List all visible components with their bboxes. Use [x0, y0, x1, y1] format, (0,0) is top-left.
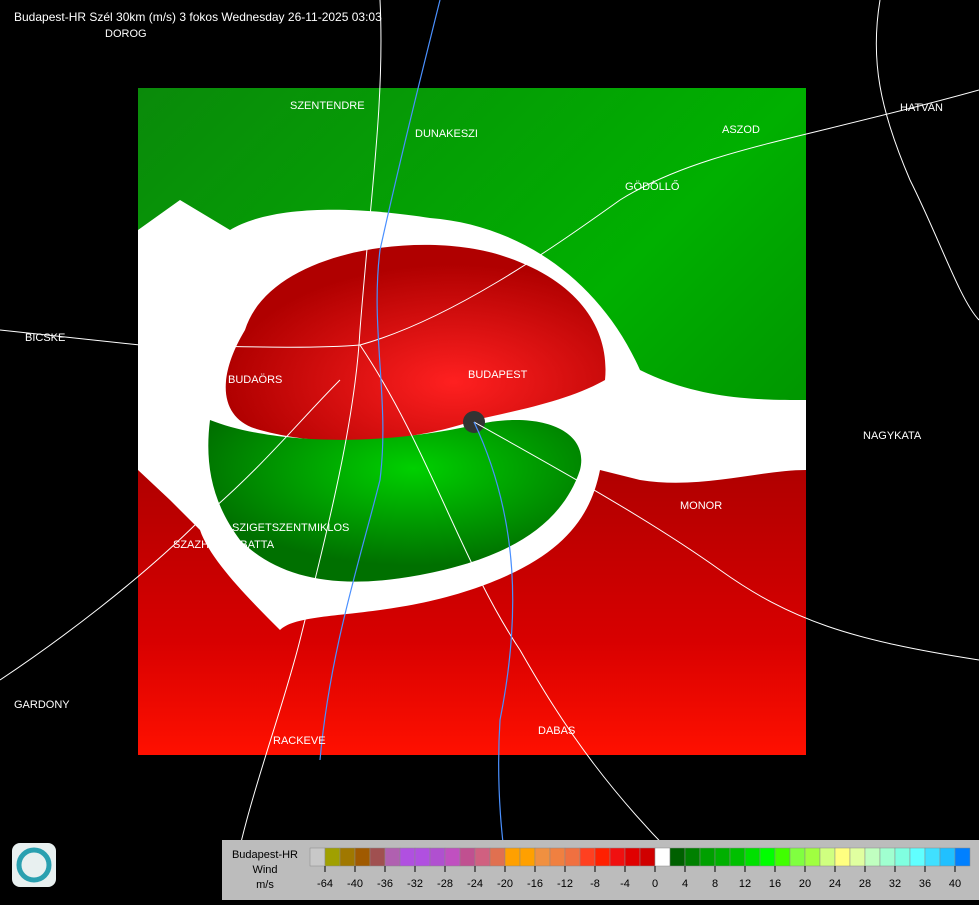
- legend-swatch: [429, 847, 446, 867]
- legend-swatch: [369, 847, 386, 867]
- place-label: BUDAPEST: [468, 369, 528, 381]
- header-title: Budapest-HR Szél 30km (m/s) 3 fokos Wedn…: [14, 10, 382, 24]
- legend-tick-label: 24: [829, 878, 841, 890]
- legend-swatch: [609, 847, 626, 867]
- legend-tick-label: 28: [859, 878, 871, 890]
- legend-swatch: [444, 847, 461, 867]
- legend-swatch: [759, 847, 776, 867]
- legend-swatch: [339, 847, 356, 867]
- place-label: ASZOD: [722, 124, 760, 136]
- radar-field: [138, 88, 806, 755]
- legend-tick-label: 12: [739, 878, 751, 890]
- place-label: GARDONY: [14, 699, 70, 711]
- legend-swatch: [459, 847, 476, 867]
- place-label: HATVAN: [900, 102, 943, 114]
- place-label: DABAS: [538, 725, 575, 737]
- legend-swatch: [309, 847, 326, 867]
- logo: [12, 843, 56, 887]
- legend-swatch: [714, 847, 731, 867]
- place-label: MONOR: [680, 500, 722, 512]
- legend-swatch: [594, 847, 611, 867]
- legend-tick-label: -36: [377, 878, 393, 890]
- legend-tick-label: 20: [799, 878, 811, 890]
- legend-swatch: [384, 847, 401, 867]
- legend-tick-label: -4: [620, 878, 630, 890]
- legend-swatch: [939, 847, 956, 867]
- legend-swatch: [834, 847, 851, 867]
- legend-tick-label: 4: [682, 878, 688, 890]
- place-label: SZAZHALOMBATTA: [173, 539, 275, 551]
- place-label: NAGYKATA: [863, 430, 922, 442]
- legend-swatch: [849, 847, 866, 867]
- legend-swatch: [789, 847, 806, 867]
- legend-tick-label: 40: [949, 878, 961, 890]
- legend-swatch: [669, 847, 686, 867]
- legend-tick-label: 36: [919, 878, 931, 890]
- place-label: SZENTENDRE: [290, 100, 365, 112]
- legend-swatch: [354, 847, 371, 867]
- legend-swatch: [624, 847, 641, 867]
- legend-swatch: [534, 847, 551, 867]
- legend-tick-label: -8: [590, 878, 600, 890]
- legend-tick-label: 8: [712, 878, 718, 890]
- legend-swatch: [504, 847, 521, 867]
- legend-swatch: [804, 847, 821, 867]
- legend-swatch: [699, 847, 716, 867]
- legend-swatch: [564, 847, 581, 867]
- place-label: RACKEVE: [273, 735, 326, 747]
- legend-tick-label: -28: [437, 878, 453, 890]
- legend-tick-label: -16: [527, 878, 543, 890]
- legend-swatch: [924, 847, 941, 867]
- place-label: SZIGETSZENTMIKLOS: [232, 522, 349, 534]
- place-label: GÖDÖLLŐ: [625, 179, 680, 193]
- legend-swatch: [474, 847, 491, 867]
- legend-swatch: [954, 847, 971, 867]
- place-label: BUDAÖRS: [228, 374, 282, 386]
- place-label: DOROG: [105, 28, 147, 40]
- legend-swatch: [909, 847, 926, 867]
- legend-swatch: [654, 847, 671, 867]
- legend-swatch: [324, 847, 341, 867]
- legend-tick-label: 32: [889, 878, 901, 890]
- legend-swatch: [519, 847, 536, 867]
- legend-tick-label: -40: [347, 878, 363, 890]
- legend-tick-label: -32: [407, 878, 423, 890]
- legend-swatch: [729, 847, 746, 867]
- legend-swatch: [774, 847, 791, 867]
- legend-tick-label: -12: [557, 878, 573, 890]
- legend-swatch: [879, 847, 896, 867]
- legend-tick-label: 16: [769, 878, 781, 890]
- legend-swatch: [639, 847, 656, 867]
- legend-swatch: [579, 847, 596, 867]
- place-label: BICSKE: [25, 332, 65, 344]
- legend-swatch: [819, 847, 836, 867]
- legend-tick-label: 0: [652, 878, 658, 890]
- legend-swatch: [744, 847, 761, 867]
- legend-tick-label: -64: [317, 878, 333, 890]
- place-label: DUNAKESZI: [415, 128, 478, 140]
- legend-tick-label: -20: [497, 878, 513, 890]
- legend-label: Wind: [252, 864, 277, 876]
- legend-swatch: [864, 847, 881, 867]
- legend-swatch: [894, 847, 911, 867]
- legend-label: m/s: [256, 879, 274, 891]
- legend-swatch: [489, 847, 506, 867]
- legend-swatch: [684, 847, 701, 867]
- legend-swatch: [414, 847, 431, 867]
- legend-label: Budapest-HR: [232, 849, 298, 861]
- legend-tick-label: -24: [467, 878, 483, 890]
- legend-swatch: [399, 847, 416, 867]
- legend-swatch: [549, 847, 566, 867]
